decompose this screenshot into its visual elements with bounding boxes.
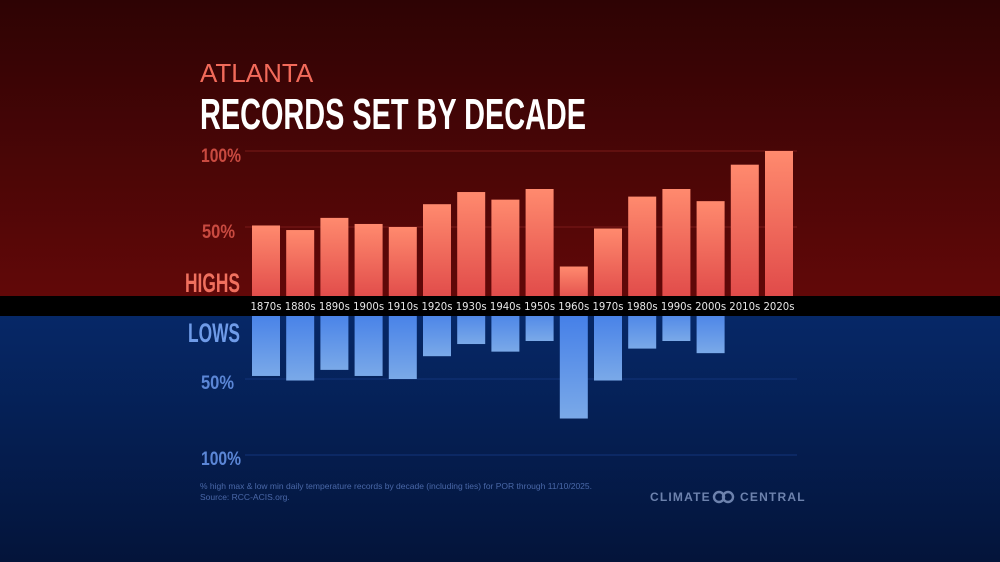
x-tick-label: 1930s: [456, 301, 487, 313]
x-tick-label: 1980s: [627, 301, 658, 313]
bar-highs-1940s: [491, 199, 520, 303]
x-tick-label: 2020s: [764, 301, 795, 313]
source-note: Source: RCC-ACIS.org.: [200, 492, 290, 502]
bar-highs-1880s: [286, 230, 315, 303]
logo-text: CENTRAL: [740, 490, 806, 504]
y-tick-low-50: 50%: [201, 373, 234, 394]
bar-highs-1950s: [525, 189, 554, 303]
bars: [252, 151, 793, 419]
x-axis-labels: 1870s 1880s 1890s 1900s 1910s 1920s 1930s 1940s…: [251, 301, 795, 313]
footnote: % high max & low min daily temperature r…: [200, 481, 592, 491]
bar-highs-1990s: [662, 189, 691, 303]
axis-band: [0, 296, 1000, 316]
bar-highs-1980s: [628, 196, 657, 303]
logo-text: CLIMATE: [650, 490, 711, 504]
series-label-highs: HIGHS: [185, 268, 240, 298]
x-tick-label: 1920s: [422, 301, 453, 313]
x-tick-label: 1960s: [558, 301, 589, 313]
bar-highs-1890s: [320, 217, 349, 303]
x-tick-label: 2000s: [695, 301, 726, 313]
y-tick-high-100: 100%: [201, 146, 241, 167]
x-tick-label: 1970s: [593, 301, 624, 313]
x-tick-label: 1880s: [285, 301, 316, 313]
series-label-lows: LOWS: [188, 318, 240, 348]
bar-lows-1960s: [559, 303, 588, 419]
y-tick-high-50: 50%: [202, 222, 235, 243]
y-tick-low-100: 100%: [201, 449, 241, 470]
x-tick-label: 1900s: [353, 301, 384, 313]
bar-highs-1930s: [457, 192, 486, 303]
x-tick-label: 1870s: [251, 301, 282, 313]
bar-highs-2000s: [696, 201, 725, 303]
bar-highs-1920s: [423, 204, 451, 303]
bar-highs-1870s: [252, 225, 280, 303]
x-tick-label: 1950s: [524, 301, 555, 313]
x-tick-label: 1940s: [490, 301, 521, 313]
x-tick-label: 1890s: [319, 301, 350, 313]
chart-title: RECORDS SET BY DECADE: [200, 90, 586, 139]
bar-highs-1900s: [354, 223, 383, 303]
x-tick-label: 2010s: [729, 301, 760, 313]
climate-central-logo: CLIMATE CENTRAL: [650, 490, 806, 504]
bar-highs-2020s: [765, 151, 793, 303]
logo-rings-icon: [712, 490, 735, 504]
bar-highs-1970s: [594, 228, 622, 303]
bar-highs-1910s: [388, 227, 417, 303]
x-tick-label: 1910s: [387, 301, 418, 313]
bar-highs-2010s: [730, 164, 759, 303]
chart-subtitle: ATLANTA: [200, 58, 314, 88]
x-tick-label: 1990s: [661, 301, 692, 313]
